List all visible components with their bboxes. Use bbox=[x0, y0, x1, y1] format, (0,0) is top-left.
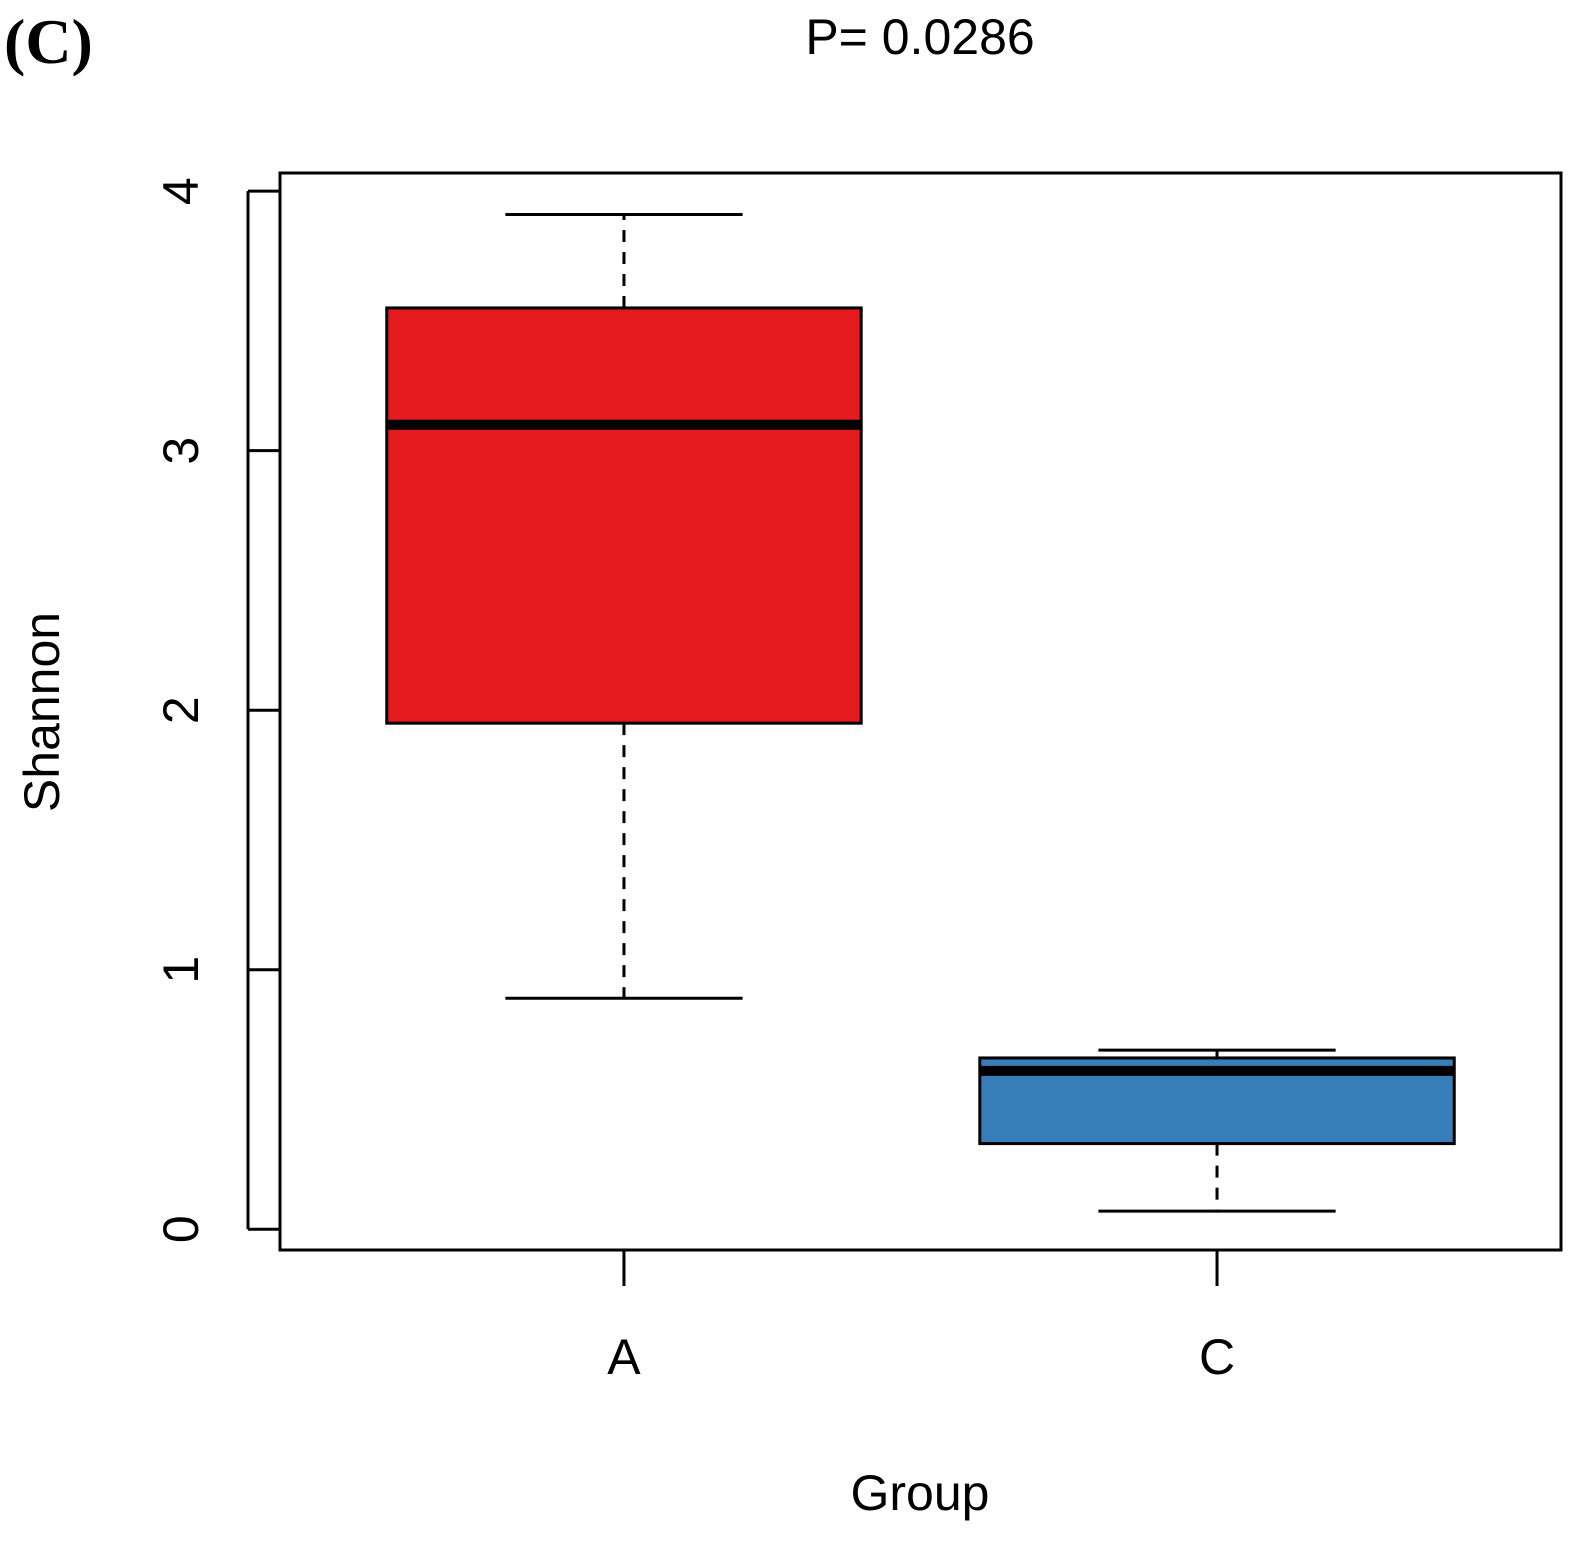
x-tick-label: A bbox=[607, 1329, 641, 1385]
y-tick-label: 2 bbox=[153, 696, 209, 724]
y-axis-label: Shannon bbox=[14, 612, 70, 812]
chart-title: P= 0.0286 bbox=[805, 9, 1034, 65]
x-axis-label: Group bbox=[851, 1465, 990, 1521]
y-tick-label: 1 bbox=[153, 956, 209, 984]
box-group-c bbox=[978, 1048, 1456, 1213]
x-tick-label: C bbox=[1199, 1329, 1235, 1385]
panel-label: (C) bbox=[4, 6, 93, 77]
y-tick-label: 4 bbox=[153, 177, 209, 205]
y-tick-label: 3 bbox=[153, 437, 209, 465]
y-tick-label: 0 bbox=[153, 1215, 209, 1243]
box-group-a bbox=[385, 213, 863, 1000]
box-iqr bbox=[385, 306, 863, 725]
